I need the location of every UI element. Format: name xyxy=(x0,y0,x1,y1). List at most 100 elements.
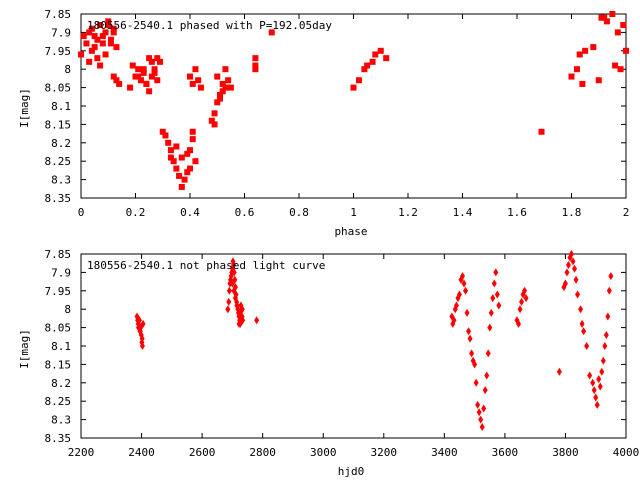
phased-data-point xyxy=(127,84,134,91)
phased-data-point xyxy=(154,55,161,62)
phased-data-point xyxy=(187,147,193,154)
unphased-data-point xyxy=(226,286,232,295)
phased-data-point xyxy=(178,154,185,161)
unphased-data-point xyxy=(461,279,467,288)
phased-data-point xyxy=(361,66,368,73)
phased-data-point xyxy=(211,110,218,117)
phased-y-tick-label: 8.05 xyxy=(45,82,72,95)
phased-data-point xyxy=(151,66,158,73)
phased-data-point xyxy=(211,121,218,128)
phased-y-tick-label: 8.2 xyxy=(51,137,71,150)
phased-data-point xyxy=(219,80,226,87)
unphased-y-tick-label: 8.3 xyxy=(51,414,71,427)
phased-data-point xyxy=(99,33,106,40)
phased-data-point xyxy=(143,80,150,87)
phased-data-point xyxy=(364,62,371,69)
unphased-data-point xyxy=(608,272,614,281)
unphased-data-point xyxy=(226,297,232,306)
phased-data-point xyxy=(214,73,221,80)
unphased-data-point xyxy=(606,286,612,295)
phased-y-tick-label: 8.3 xyxy=(51,174,71,187)
unphased-data-point xyxy=(231,286,237,295)
unphased-data-point xyxy=(519,297,525,306)
unphased-data-point xyxy=(516,319,522,328)
phased-y-tick-label: 8.15 xyxy=(45,118,72,131)
phased-y-axis-label: I[mag] xyxy=(18,88,31,128)
unphased-data-point xyxy=(594,400,600,409)
phased-data-point xyxy=(135,66,142,73)
phased-data-point xyxy=(102,29,109,36)
unphased-data-point xyxy=(597,382,603,391)
phased-data-point xyxy=(219,88,226,95)
unphased-data-point xyxy=(603,330,609,339)
phased-data-point xyxy=(83,40,90,47)
unphased-data-point xyxy=(479,422,485,431)
phased-data-point xyxy=(97,22,104,29)
unphased-data-point xyxy=(485,349,491,358)
phased-data-point xyxy=(576,51,583,58)
phased-data-point xyxy=(88,47,95,54)
unphased-plot-frame xyxy=(80,253,627,439)
unphased-data-points xyxy=(134,250,614,431)
unphased-data-point xyxy=(472,360,478,369)
phased-data-point xyxy=(538,128,545,135)
unphased-data-point xyxy=(460,272,465,281)
phased-data-point xyxy=(187,73,193,80)
phased-data-point xyxy=(377,47,384,54)
unphased-data-point xyxy=(139,342,145,350)
phased-data-point xyxy=(86,29,93,36)
phased-data-point xyxy=(146,55,153,62)
phased-x-tick-label: 0.4 xyxy=(180,206,200,219)
phased-data-point xyxy=(355,77,362,84)
phased-data-point xyxy=(159,128,166,135)
phased-x-tick-label: 0.8 xyxy=(289,206,309,219)
phased-data-point xyxy=(105,18,112,25)
phased-data-point xyxy=(129,62,136,69)
unphased-data-point xyxy=(593,393,599,402)
phased-data-point xyxy=(173,143,180,150)
phased-data-point xyxy=(151,69,158,76)
phased-data-point xyxy=(107,40,114,47)
unphased-data-point xyxy=(469,349,475,358)
unphased-data-point xyxy=(232,294,238,303)
phased-x-tick-label: 1.8 xyxy=(562,206,582,219)
unphased-data-point xyxy=(473,378,479,387)
unphased-data-point xyxy=(496,301,502,310)
phased-data-point xyxy=(181,176,188,183)
phased-data-point xyxy=(184,169,191,176)
unphased-data-point xyxy=(581,327,587,336)
unphased-data-point xyxy=(579,319,585,328)
unphased-x-tick-label: 3000 xyxy=(310,446,337,459)
unphased-x-tick-label: 3400 xyxy=(431,446,458,459)
phased-plot-frame xyxy=(80,13,627,199)
unphased-y-tick-label: 8.2 xyxy=(51,377,71,390)
unphased-data-point xyxy=(231,261,237,270)
unphased-data-point xyxy=(239,305,245,314)
phased-data-point xyxy=(105,22,112,29)
phased-data-point xyxy=(222,84,229,91)
unphased-data-point xyxy=(453,301,459,310)
unphased-data-point xyxy=(487,323,493,332)
phased-data-point xyxy=(225,77,232,84)
unphased-data-point xyxy=(239,312,245,321)
unphased-x-tick-label: 2400 xyxy=(128,446,155,459)
phased-x-tick-label: 1.6 xyxy=(507,206,527,219)
phased-data-point xyxy=(268,29,275,36)
unphased-data-point xyxy=(572,264,578,273)
unphased-data-point xyxy=(596,375,602,384)
phased-data-point xyxy=(173,165,180,172)
unphased-data-point xyxy=(466,327,472,336)
phased-data-point xyxy=(189,136,196,143)
unphased-data-point xyxy=(476,408,482,417)
unphased-x-tick-label: 3800 xyxy=(552,446,579,459)
phased-data-point xyxy=(102,51,109,58)
phased-data-point xyxy=(94,36,101,43)
unphased-data-point xyxy=(575,290,581,299)
unphased-light-curve-panel: I[mag] hjd0 2200 2400 2600 2800 3000 3200 3400… xyxy=(18,248,639,478)
unphased-data-point xyxy=(599,367,605,376)
unphased-data-point xyxy=(522,286,528,295)
phased-data-point xyxy=(110,29,117,36)
phased-data-point xyxy=(568,73,575,80)
phased-data-point xyxy=(113,44,120,51)
